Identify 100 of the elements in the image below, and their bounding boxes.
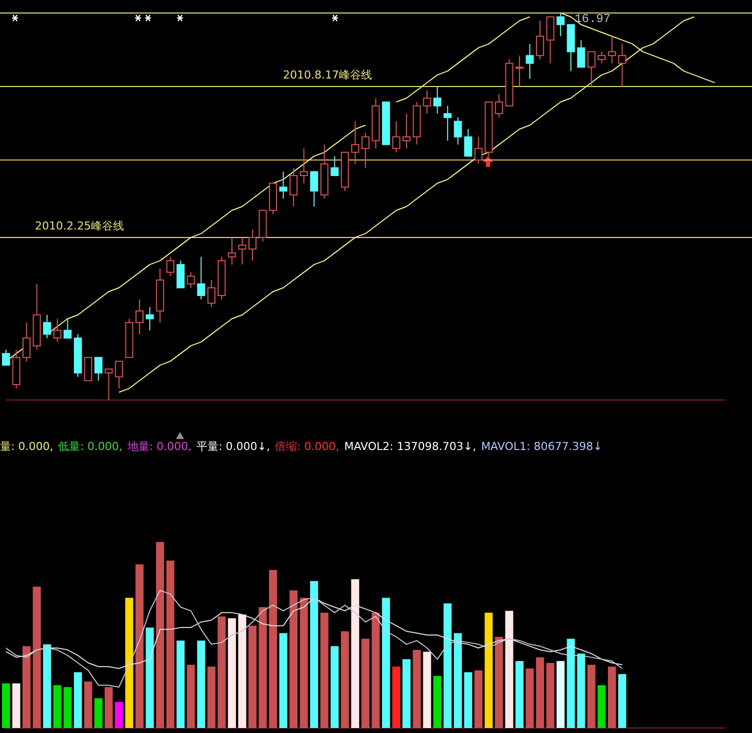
bar <box>423 652 432 728</box>
bar <box>340 631 349 728</box>
candlestick <box>248 229 256 262</box>
bar <box>84 682 92 728</box>
bar <box>290 590 298 728</box>
candlestick <box>546 16 554 64</box>
bar <box>598 685 606 728</box>
candlestick <box>608 36 616 64</box>
candlestick <box>84 356 92 382</box>
candlestick <box>423 90 432 114</box>
text: 倍缩: 0.000, <box>275 440 340 453</box>
candlestick <box>587 51 596 88</box>
bar <box>114 702 123 728</box>
candlestick <box>361 132 370 168</box>
candlestick <box>207 280 216 308</box>
bar <box>32 586 41 728</box>
bar <box>2 683 10 728</box>
bar <box>248 626 256 728</box>
candlestick <box>516 55 524 88</box>
candlestick <box>454 116 462 146</box>
candlestick <box>598 51 606 64</box>
candlestick <box>392 120 400 153</box>
candlestick <box>300 148 308 184</box>
bar <box>310 581 318 728</box>
candlestick <box>310 171 318 207</box>
candlestick <box>238 236 246 266</box>
bar <box>351 579 360 728</box>
bar <box>361 638 370 728</box>
bar <box>186 664 195 728</box>
bar <box>125 598 134 728</box>
candlestick <box>166 256 174 277</box>
ref-line-label: 2010.2.25峰谷线 <box>35 219 124 232</box>
candlestick <box>94 356 102 382</box>
bar <box>372 612 380 728</box>
candlestick <box>536 20 544 60</box>
bar <box>146 628 154 728</box>
bar <box>546 662 554 728</box>
text: 地量: 0.000, <box>126 440 192 453</box>
bar <box>402 659 411 728</box>
bar <box>156 542 164 728</box>
candlestick <box>618 43 626 88</box>
candlestick <box>114 360 123 389</box>
candlestick <box>402 113 411 149</box>
bar <box>94 698 102 728</box>
bar <box>74 672 82 728</box>
candlestick <box>197 256 206 300</box>
bar <box>104 687 113 728</box>
candlestick <box>53 318 62 342</box>
bar <box>228 618 236 728</box>
candlestick <box>176 260 185 288</box>
candlestick <box>22 322 31 362</box>
bar <box>556 661 565 728</box>
bar <box>536 657 544 728</box>
annotation: 16.97 <box>574 12 611 26</box>
bar <box>433 676 442 728</box>
text: MAVOL2: 137098.703↓, <box>344 440 476 453</box>
bar <box>279 633 288 728</box>
bar <box>516 661 524 728</box>
bar <box>136 564 144 728</box>
bar <box>577 654 586 728</box>
candlestick <box>433 86 442 114</box>
candlestick <box>136 298 144 335</box>
bar <box>444 603 452 728</box>
candlestick <box>279 171 288 200</box>
bar <box>197 640 206 728</box>
text: 低量: 0.000, <box>58 440 122 453</box>
candlestick <box>474 136 482 164</box>
text: 平量: 0.000↓, <box>196 440 270 453</box>
bar <box>484 612 493 728</box>
bar <box>320 612 328 728</box>
bar <box>43 644 52 728</box>
bar <box>618 674 626 728</box>
candlestick <box>351 120 360 164</box>
candlestick <box>444 105 452 142</box>
candlestick <box>577 40 586 68</box>
candlestick <box>556 12 565 37</box>
bar <box>269 570 278 728</box>
bar <box>454 633 462 728</box>
text: MAVOL1: 80677.398↓ <box>481 440 602 453</box>
candlestick <box>2 349 10 366</box>
bar <box>392 666 400 728</box>
bar <box>22 646 31 728</box>
bar <box>330 646 339 728</box>
bar <box>382 598 390 728</box>
bar <box>218 616 226 728</box>
bar <box>526 668 534 728</box>
candlestick <box>290 167 298 207</box>
bar <box>505 610 514 728</box>
bar <box>176 640 185 728</box>
candlestick <box>146 306 154 331</box>
bar <box>474 670 482 728</box>
bar <box>412 650 421 728</box>
bar <box>587 664 596 728</box>
bar <box>64 687 72 728</box>
bar <box>166 560 174 728</box>
ref-line-label: 2010.8.17峰谷线 <box>283 68 372 82</box>
candlestick <box>228 236 236 266</box>
bar <box>258 607 267 728</box>
candlestick <box>330 156 339 176</box>
bar <box>238 614 246 728</box>
